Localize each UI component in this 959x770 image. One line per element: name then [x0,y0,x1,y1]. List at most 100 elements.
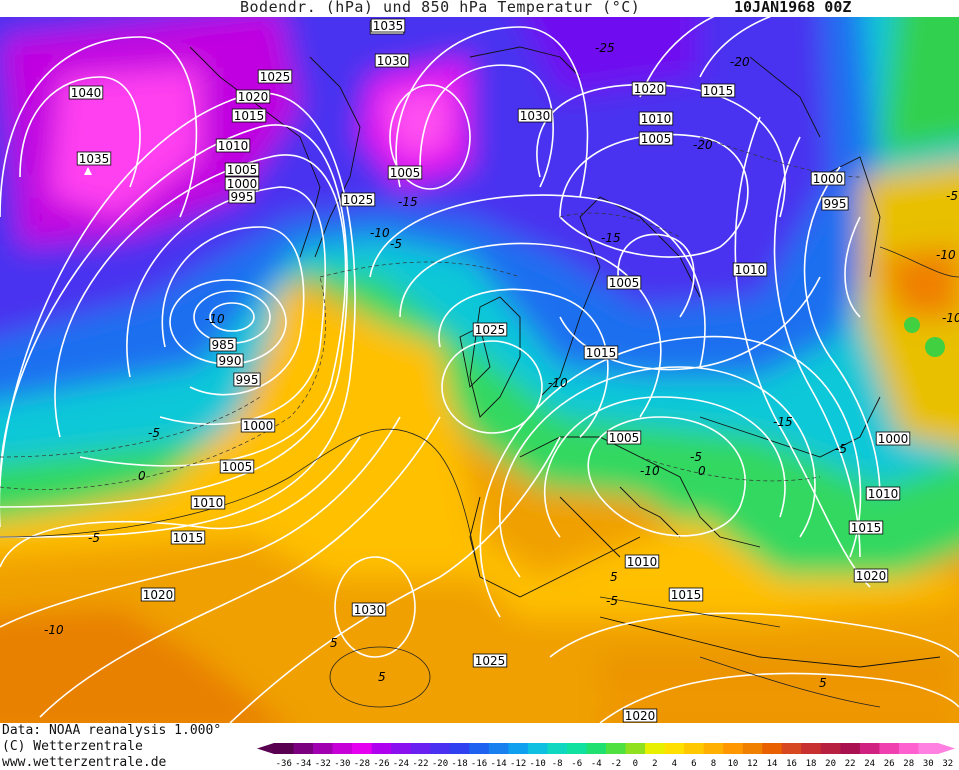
temperature-labels: -10-50-5-10-15-20-25-20-15-10-5-10-505-5… [44,41,959,690]
chart-title: Bodendr. (hPa) und 850 hPa Temperatur (°… [0,0,959,17]
colorbar-tick-label: 2 [652,759,657,769]
svg-text:1005: 1005 [222,460,253,474]
isobar-label: 985 [209,337,237,352]
colorbar-swatch [625,743,646,754]
copyright-text: (C) Wetterzentrale [2,739,143,754]
colorbar-tick-label: -10 [530,759,546,769]
colorbar-tick-label: 16 [786,759,797,769]
isobar-label: 1005 [606,275,642,290]
colorbar-tick-label: -20 [432,759,448,769]
isobar-label: 1030 [517,108,553,123]
temperature-label: -20 [693,138,713,152]
svg-text:1005: 1005 [641,132,672,146]
temperature-label: -15 [601,231,621,245]
isobar-label: 1015 [231,108,267,123]
colorbar-tick-label: -26 [373,759,389,769]
svg-text:1000: 1000 [227,177,258,191]
isobar-label: 1010 [624,554,660,569]
svg-text:1035: 1035 [373,19,404,33]
colorbar-swatch [469,743,490,754]
svg-text:1015: 1015 [851,521,882,535]
svg-text:1015: 1015 [671,588,702,602]
colorbar-swatch [703,743,724,754]
svg-text:1010: 1010 [641,112,672,126]
svg-text:1005: 1005 [390,166,421,180]
isobars [0,17,959,723]
date-stamp: 10JAN1968 00Z [734,0,852,16]
svg-text:1015: 1015 [234,109,265,123]
colorbar-tick-label: 6 [691,759,696,769]
svg-text:1025: 1025 [260,70,291,84]
isobar-label: 1025 [472,653,508,668]
isobar-label: 1015 [848,520,884,535]
colorbar-swatch [332,743,353,754]
colorbar-tick-label: -32 [315,759,331,769]
isobar-label: 1005 [638,131,674,146]
colorbar-swatch [371,743,392,754]
isobar-label: 1000 [224,176,260,191]
svg-text:1020: 1020 [238,90,269,104]
colorbar-tick-label: -30 [334,759,350,769]
isobar-label: 1020 [235,89,271,104]
isobar-label: 1040 [68,85,104,100]
colorbar-swatch [527,743,548,754]
svg-text:1025: 1025 [475,323,506,337]
temperature-label: 5 [610,570,618,584]
title-text: Bodendr. (hPa) und 850 hPa Temperatur (°… [240,0,641,16]
colorbar-tick-label: 20 [825,759,836,769]
colorbar-swatch [801,743,822,754]
isobar-label: 1035 [370,18,406,33]
colorbar-swatch [879,743,900,754]
colorbar-swatch [762,743,783,754]
colorbar-tick-label: 14 [767,759,778,769]
temperature-label: -10 [640,464,660,478]
temperature-colorbar: -36 -34 -32 -30 -28 -26 -24 -22 -20 -18 -16 -14 -12-… [257,743,955,769]
temperature-label: -10 [548,376,568,390]
svg-text:995: 995 [236,373,259,387]
isotherms-warm [0,246,959,708]
isobar-label: 1025 [472,322,508,337]
isobar-label: 1020 [622,708,658,723]
temperature-label: -25 [595,41,615,55]
isobar-label: 1005 [387,165,423,180]
isobar-label: 1010 [732,262,768,277]
temperature-label: -5 [148,426,160,440]
colorbar-arrow-left [257,743,274,754]
temperature-label: 5 [819,676,827,690]
temperature-label: -10 [936,248,956,262]
svg-text:1015: 1015 [703,84,734,98]
isobar-label: 1015 [700,83,736,98]
colorbar-swatch [918,743,939,754]
svg-text:985: 985 [212,338,235,352]
isobar-label: 1000 [240,418,276,433]
colorbar-swatch [898,743,919,754]
temperature-label: -20 [730,55,750,69]
colorbar-tick-label: -34 [295,759,311,769]
svg-text:1040: 1040 [71,86,102,100]
colorbar-tick-label: 22 [845,759,856,769]
svg-text:1020: 1020 [634,82,665,96]
high-pressure-marker [84,167,92,175]
temperature-label: 0 [138,469,146,483]
colorbar-tick-label: -12 [510,759,526,769]
isobar-label: 1035 [76,151,112,166]
colorbar-tick-label: 28 [903,759,914,769]
colorbar-swatch [723,743,744,754]
isobar-label: 1020 [853,568,889,583]
isobar-label: 1025 [257,69,293,84]
map-canvas: 1035 1030 1040 1025 1020 1015 1010 1035 1005 1000… [0,17,959,723]
isobar-label: 995 [821,196,849,211]
colorbar-tick-label: -6 [571,759,582,769]
colorbar-swatch [293,743,314,754]
isobar-label: 995 [228,189,256,204]
temperature-label: -10 [370,226,390,240]
temperature-label: -15 [398,195,418,209]
temperature-label: -5 [390,237,402,251]
svg-text:1035: 1035 [79,152,110,166]
isobar-label: 1000 [810,171,846,186]
svg-text:1010: 1010 [193,496,224,510]
colorbar-tick-label: 32 [942,759,953,769]
lake-marker [904,317,920,333]
colorbar-tick-label: 0 [633,759,638,769]
colorbar-swatch [781,743,802,754]
